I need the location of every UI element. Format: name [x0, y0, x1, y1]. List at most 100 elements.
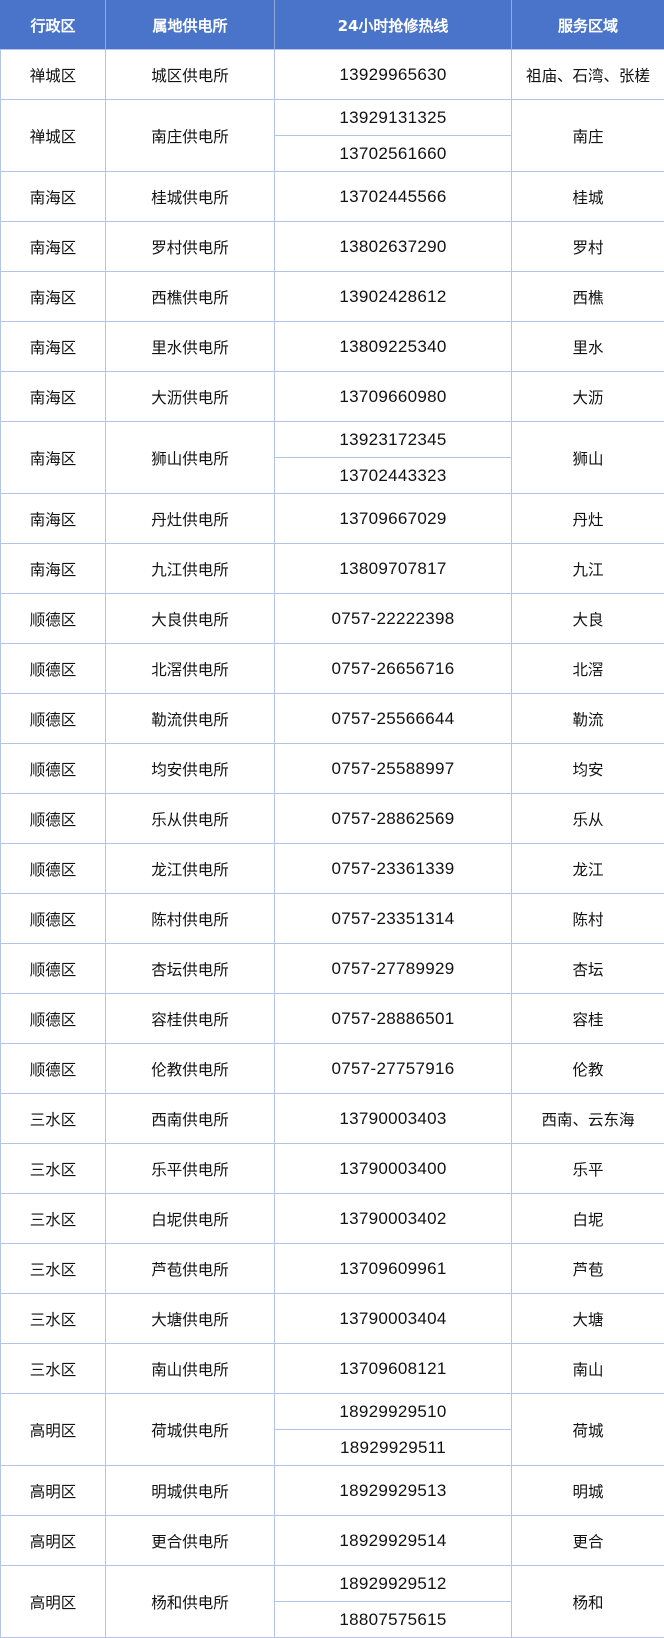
area-cell: 陈村	[512, 894, 664, 944]
hotline-cell[interactable]: 13702561660	[275, 136, 512, 172]
hotline-cell[interactable]: 13902428612	[275, 272, 512, 322]
area-cell: 大沥	[512, 372, 664, 422]
district-cell: 南海区	[1, 272, 106, 322]
hotline-cell[interactable]: 13709667029	[275, 494, 512, 544]
area-cell: 勒流	[512, 694, 664, 744]
area-cell: 北滘	[512, 644, 664, 694]
station-cell: 更合供电所	[106, 1516, 275, 1566]
hotline-cell[interactable]: 13809707817	[275, 544, 512, 594]
hotline-cell[interactable]: 0757-25566644	[275, 694, 512, 744]
district-cell: 高明区	[1, 1466, 106, 1516]
area-cell: 南庄	[512, 100, 664, 172]
area-cell: 南山	[512, 1344, 664, 1394]
hotline-cell[interactable]: 18929929512	[275, 1566, 512, 1602]
area-cell: 罗村	[512, 222, 664, 272]
station-cell: 城区供电所	[106, 50, 275, 100]
area-cell: 乐平	[512, 1144, 664, 1194]
district-cell: 三水区	[1, 1344, 106, 1394]
station-cell: 北滘供电所	[106, 644, 275, 694]
header-hotline: 24小时抢修热线	[275, 1, 512, 50]
district-cell: 顺德区	[1, 744, 106, 794]
hotline-cell[interactable]: 13790003403	[275, 1094, 512, 1144]
hotline-cell[interactable]: 18929929513	[275, 1466, 512, 1516]
hotline-cell[interactable]: 13709660980	[275, 372, 512, 422]
station-cell: 杨和供电所	[106, 1566, 275, 1638]
hotline-cell[interactable]: 18929929511	[275, 1430, 512, 1466]
area-cell: 九江	[512, 544, 664, 594]
area-cell: 容桂	[512, 994, 664, 1044]
hotline-cell[interactable]: 0757-27757916	[275, 1044, 512, 1094]
district-cell: 顺德区	[1, 894, 106, 944]
station-cell: 大良供电所	[106, 594, 275, 644]
hotline-cell[interactable]: 13790003402	[275, 1194, 512, 1244]
station-cell: 罗村供电所	[106, 222, 275, 272]
area-cell: 西樵	[512, 272, 664, 322]
station-cell: 大沥供电所	[106, 372, 275, 422]
area-cell: 乐从	[512, 794, 664, 844]
hotline-cell[interactable]: 13809225340	[275, 322, 512, 372]
district-cell: 三水区	[1, 1144, 106, 1194]
hotline-cell[interactable]: 18807575615	[275, 1602, 512, 1638]
station-cell: 勒流供电所	[106, 694, 275, 744]
district-cell: 南海区	[1, 322, 106, 372]
district-cell: 顺德区	[1, 644, 106, 694]
station-cell: 明城供电所	[106, 1466, 275, 1516]
hotline-cell[interactable]: 0757-28862569	[275, 794, 512, 844]
area-cell: 白坭	[512, 1194, 664, 1244]
district-cell: 三水区	[1, 1194, 106, 1244]
station-cell: 里水供电所	[106, 322, 275, 372]
hotline-cell[interactable]: 0757-25588997	[275, 744, 512, 794]
district-cell: 顺德区	[1, 594, 106, 644]
district-cell: 顺德区	[1, 694, 106, 744]
hotline-cell[interactable]: 18929929510	[275, 1394, 512, 1430]
hotline-cell[interactable]: 13802637290	[275, 222, 512, 272]
district-cell: 三水区	[1, 1294, 106, 1344]
district-cell: 顺德区	[1, 844, 106, 894]
hotline-cell[interactable]: 0757-23361339	[275, 844, 512, 894]
area-cell: 桂城	[512, 172, 664, 222]
district-cell: 三水区	[1, 1244, 106, 1294]
hotline-cell[interactable]: 13709609961	[275, 1244, 512, 1294]
hotline-cell[interactable]: 0757-22222398	[275, 594, 512, 644]
district-cell: 南海区	[1, 372, 106, 422]
hotline-cell[interactable]: 13790003404	[275, 1294, 512, 1344]
station-cell: 伦教供电所	[106, 1044, 275, 1094]
hotline-cell[interactable]: 18929929514	[275, 1516, 512, 1566]
district-cell: 禅城区	[1, 50, 106, 100]
hotline-cell[interactable]: 0757-28886501	[275, 994, 512, 1044]
district-cell: 三水区	[1, 1094, 106, 1144]
hotline-cell[interactable]: 13702445566	[275, 172, 512, 222]
district-cell: 高明区	[1, 1394, 106, 1466]
hotline-cell[interactable]: 0757-27789929	[275, 944, 512, 994]
station-cell: 龙江供电所	[106, 844, 275, 894]
hotline-cell[interactable]: 0757-26656716	[275, 644, 512, 694]
station-cell: 芦苞供电所	[106, 1244, 275, 1294]
station-cell: 容桂供电所	[106, 994, 275, 1044]
hotline-cell[interactable]: 0757-23351314	[275, 894, 512, 944]
hotline-cell[interactable]: 13790003400	[275, 1144, 512, 1194]
hotline-cell[interactable]: 13929131325	[275, 100, 512, 136]
hotline-cell[interactable]: 13929965630	[275, 50, 512, 100]
area-cell: 西南、云东海	[512, 1094, 664, 1144]
hotline-cell[interactable]: 13709608121	[275, 1344, 512, 1394]
hotline-cell[interactable]: 13923172345	[275, 422, 512, 458]
station-cell: 荷城供电所	[106, 1394, 275, 1466]
area-cell: 均安	[512, 744, 664, 794]
hotline-cell[interactable]: 13702443323	[275, 458, 512, 494]
